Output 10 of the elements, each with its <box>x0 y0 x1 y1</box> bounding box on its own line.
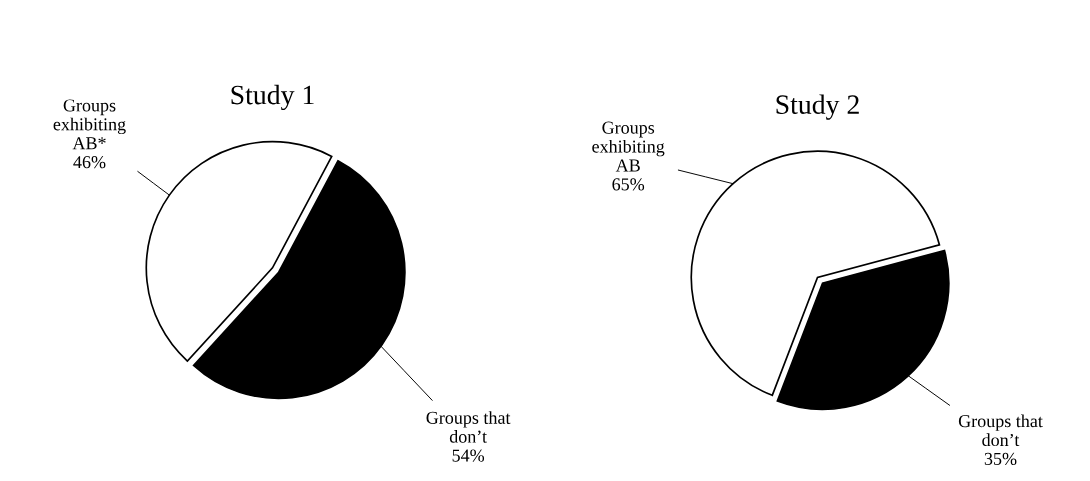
data-label: 65% <box>612 178 645 191</box>
slice-label: Groups that don’t <box>958 414 1043 447</box>
chart-title: Study 1 <box>231 84 314 111</box>
slice-label: Groups exhibiting AB <box>592 121 665 172</box>
slice-label: Groups exhibiting AB* <box>53 99 126 150</box>
data-label: 54% <box>452 449 485 462</box>
data-label: 35% <box>984 452 1017 466</box>
data-label: 46% <box>73 156 106 169</box>
chart-title: Study 2 <box>776 94 859 120</box>
slice-label: Groups that don’t <box>426 411 511 443</box>
